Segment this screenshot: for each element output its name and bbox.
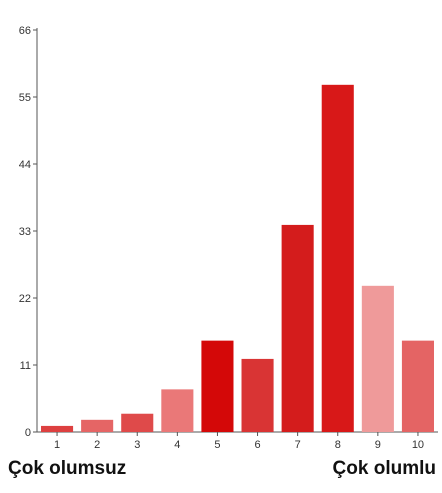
x-tick-label: 9 [375, 439, 381, 451]
y-tick-label: 44 [19, 159, 31, 171]
y-tick-label: 0 [25, 427, 31, 439]
bar-2 [81, 419, 114, 432]
bar-3 [121, 413, 154, 432]
y-tick-label: 22 [19, 293, 31, 305]
y-tick-label: 66 [19, 25, 31, 37]
x-tick-label: 7 [295, 439, 301, 451]
bars [41, 84, 434, 433]
x-tick-label: 5 [214, 439, 220, 451]
scale-label-positive: Çok olumlu [332, 458, 436, 479]
scale-label-negative: Çok olumsuz [8, 458, 127, 479]
x-tick-label: 2 [94, 439, 100, 451]
bar-8 [321, 84, 354, 433]
y-tick-label: 33 [19, 226, 31, 238]
x-tick-label: 3 [134, 439, 140, 451]
y-axis: 0 11 22 33 44 55 66 [19, 25, 38, 439]
x-tick-label: 8 [335, 439, 341, 451]
x-tick-label: 4 [174, 439, 180, 451]
bar-1 [41, 425, 74, 432]
bar-9 [361, 285, 394, 432]
x-tick-label: 10 [412, 439, 424, 451]
bar-4 [161, 389, 194, 432]
bar-5 [201, 340, 234, 432]
bar-7 [281, 224, 314, 432]
bar-6 [241, 358, 274, 432]
x-tick-label: 6 [254, 439, 260, 451]
y-tick-label: 11 [20, 360, 31, 372]
bar-10 [401, 340, 434, 432]
x-axis: 1 2 3 4 5 6 7 8 9 10 [37, 431, 438, 451]
y-tick-label: 55 [19, 92, 31, 104]
x-tick-label: 1 [54, 439, 60, 451]
